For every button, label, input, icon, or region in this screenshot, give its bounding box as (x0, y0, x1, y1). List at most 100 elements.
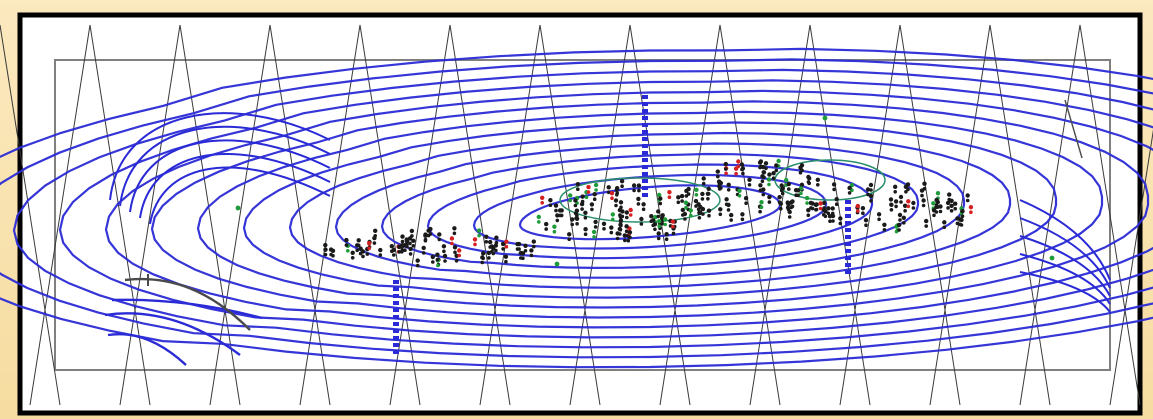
well-point (389, 244, 394, 249)
well-point (942, 220, 947, 225)
well-point (624, 229, 629, 234)
well-point (615, 236, 620, 241)
well-point (924, 224, 928, 228)
contour-tick (642, 172, 648, 176)
contour-tick (642, 193, 648, 197)
well-point (663, 222, 667, 227)
well-point (657, 224, 661, 228)
well-point (576, 187, 580, 191)
well-point (683, 200, 689, 205)
well-point (724, 171, 728, 176)
well-point (408, 252, 413, 256)
well-point (889, 202, 894, 207)
well-point (481, 251, 486, 256)
contour-line (196, 110, 1104, 309)
well-point (583, 232, 588, 236)
well-point (472, 237, 478, 242)
contour-line (518, 184, 782, 241)
well-point (906, 199, 911, 204)
well-point (580, 199, 585, 204)
well-point (834, 202, 839, 206)
well-point (521, 256, 525, 261)
well-point (866, 192, 870, 197)
well-point (901, 215, 906, 220)
well-point (688, 208, 693, 213)
well-point (965, 198, 970, 203)
contour-tick (642, 179, 648, 183)
well-point (934, 203, 939, 207)
well-point (557, 208, 563, 213)
well-point (680, 207, 685, 213)
contour-tick (642, 144, 648, 148)
well-point (544, 221, 549, 227)
contour-line (1019, 217, 1111, 289)
well-point (681, 213, 685, 217)
well-point (373, 228, 378, 233)
well-point (423, 237, 428, 242)
well-point (744, 201, 748, 205)
well-point (826, 206, 831, 211)
well-point (323, 252, 328, 257)
well-point (323, 242, 328, 248)
well-point (860, 206, 866, 211)
well-point (428, 232, 433, 236)
fault-path (124, 277, 251, 331)
well-point (594, 188, 598, 192)
well-point (415, 258, 420, 263)
well-point (865, 187, 871, 192)
contour-tick (393, 322, 399, 326)
well-point (764, 166, 768, 171)
well-point (706, 197, 710, 201)
well-point (454, 259, 459, 263)
well-point (620, 184, 624, 188)
grid-line (389, 24, 451, 406)
well-point (723, 161, 728, 167)
well-point (636, 183, 642, 188)
well-point (575, 222, 579, 226)
contour-tick (845, 214, 851, 218)
well-point (893, 190, 897, 194)
well-point (350, 255, 355, 260)
well-point (442, 249, 446, 254)
grid-line (539, 24, 601, 406)
contour-line (472, 173, 828, 250)
well-point (235, 205, 241, 211)
well-point (767, 200, 772, 204)
well-point (902, 203, 908, 208)
well-point (637, 188, 641, 193)
well-point (737, 194, 742, 198)
well-point (676, 195, 681, 200)
grid-line (749, 24, 811, 406)
contour-line (139, 153, 331, 219)
well-point (400, 250, 404, 254)
well-point (806, 213, 811, 217)
well-point (758, 209, 762, 214)
well-point (701, 212, 705, 216)
well-point (555, 213, 560, 218)
well-point (729, 212, 734, 218)
well-point (761, 192, 766, 197)
well-point (548, 203, 553, 207)
well-point (656, 236, 661, 241)
well-point (785, 205, 790, 210)
well-point (790, 199, 795, 204)
grid-line (839, 24, 901, 406)
well-point (520, 251, 526, 256)
well-point (838, 221, 843, 226)
well-point (799, 191, 803, 196)
well-point (488, 239, 493, 245)
well-point (618, 200, 624, 205)
well-point (779, 206, 783, 211)
contour-tick (642, 123, 648, 127)
well-point (435, 252, 440, 257)
contour-tick (642, 158, 648, 162)
well-point (628, 235, 632, 240)
well-point (935, 191, 941, 196)
well-point (658, 201, 663, 206)
well-point (707, 213, 711, 218)
well-point (411, 238, 416, 243)
well-point (610, 212, 615, 217)
grid-line (1079, 24, 1141, 406)
contour-line (12, 68, 1153, 349)
well-point (540, 201, 544, 205)
